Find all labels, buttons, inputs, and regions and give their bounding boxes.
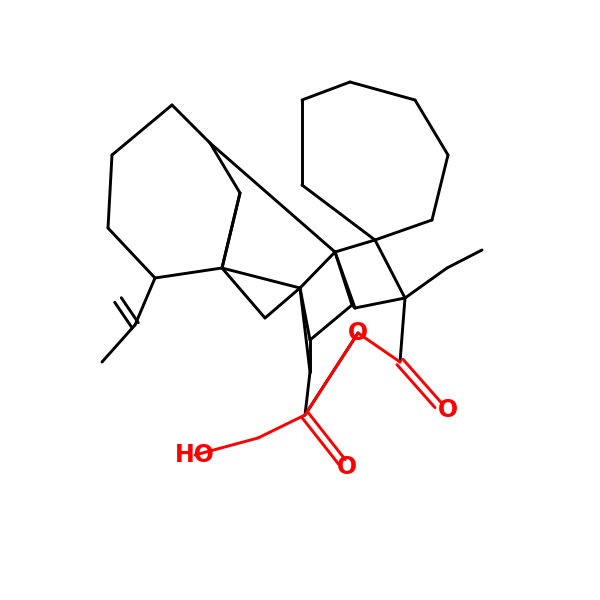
Text: O: O (348, 321, 368, 345)
Text: O: O (438, 398, 458, 422)
Text: HO: HO (175, 443, 215, 467)
Text: O: O (337, 455, 357, 479)
